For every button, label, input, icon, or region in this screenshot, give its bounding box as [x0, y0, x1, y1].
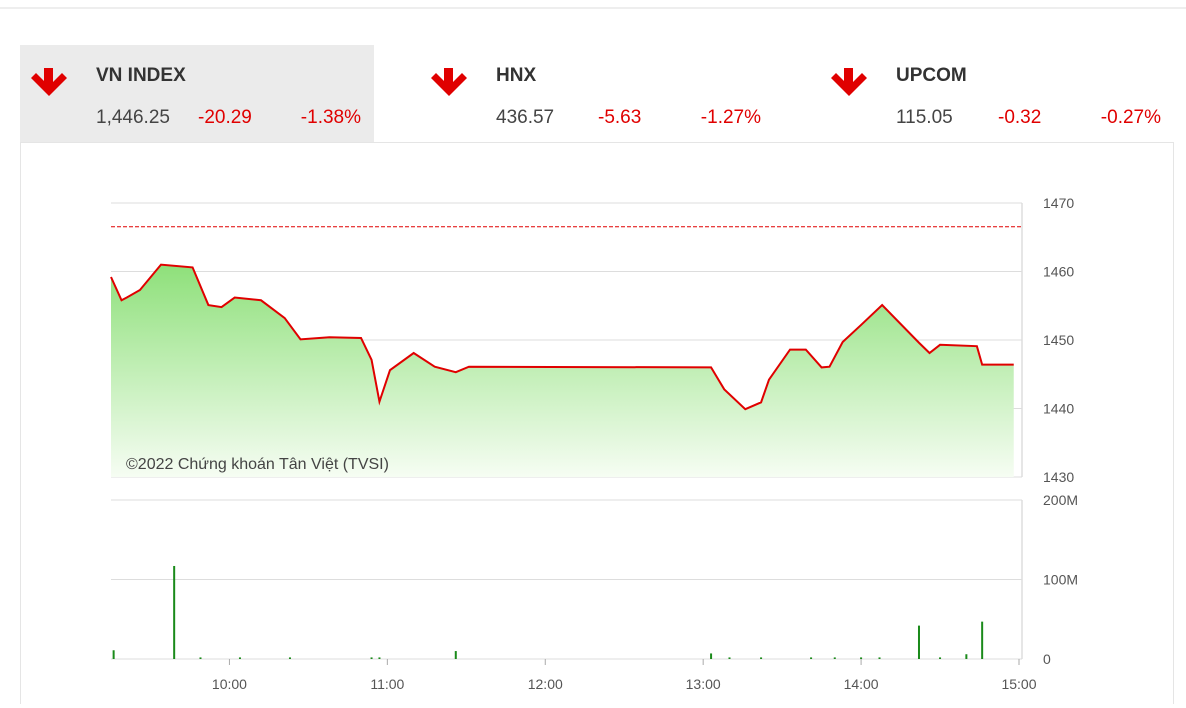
index-value: 1,446.25	[96, 107, 170, 128]
watermark: ©2022 Chứng khoán Tân Việt (TVSI)	[126, 456, 389, 473]
volume-bar	[728, 657, 731, 659]
volume-bar	[288, 657, 291, 659]
active-tab[interactable]	[20, 45, 374, 142]
volume-bar	[378, 657, 381, 659]
x-tick-label: 12:00	[528, 676, 563, 692]
volume-bar	[860, 657, 863, 659]
x-tick-label: 11:00	[370, 676, 404, 692]
volume-bar	[112, 650, 115, 659]
y-tick-label: 1470	[1043, 195, 1074, 211]
volume-bar	[810, 657, 813, 659]
x-tick-label: 14:00	[844, 676, 879, 692]
down-arrow	[831, 68, 867, 96]
y-tick-label: 100M	[1043, 572, 1078, 588]
index-name: VN INDEX	[96, 65, 186, 86]
volume-bar	[173, 565, 176, 659]
volume-bar	[981, 621, 984, 659]
index-value: 115.05	[896, 107, 953, 128]
price-line	[110, 263, 1014, 411]
x-tick-label: 15:00	[1001, 676, 1036, 692]
area-fill	[111, 264, 1014, 477]
y-tick-label: 1450	[1043, 332, 1074, 348]
index-percent: -1.27%	[701, 107, 761, 128]
index-change: -0.32	[998, 107, 1041, 128]
x-tick-label: 13:00	[686, 676, 721, 692]
y-tick-label: 1440	[1043, 401, 1074, 417]
y-tick-label: 0	[1043, 651, 1051, 667]
volume-bar	[710, 653, 713, 659]
volume-bar	[833, 657, 836, 659]
index-percent: -1.38%	[301, 107, 361, 128]
y-tick-label: 1430	[1043, 469, 1074, 485]
index-name: UPCOM	[896, 65, 967, 86]
y-tick-label: 1460	[1043, 264, 1074, 280]
volume-bar	[965, 654, 968, 659]
index-percent: -0.27%	[1101, 107, 1161, 128]
index-value: 436.57	[496, 107, 554, 128]
down-arrow	[431, 68, 467, 96]
x-tick-label: 10:00	[212, 676, 247, 692]
volume-bar	[199, 657, 202, 659]
index-name: HNX	[496, 65, 536, 86]
volume-bar	[878, 657, 881, 659]
volume-bar	[454, 651, 457, 659]
index-change: -20.29	[198, 107, 252, 128]
volume-bar	[370, 657, 373, 659]
y-tick-label: 200M	[1043, 492, 1078, 508]
index-change: -5.63	[598, 107, 641, 128]
volume-bar	[917, 625, 920, 659]
down-arrow	[31, 68, 67, 96]
chart-panel	[20, 142, 1174, 708]
volume-bar	[939, 657, 942, 659]
volume-bar	[238, 657, 241, 659]
volume-bar	[760, 657, 763, 659]
